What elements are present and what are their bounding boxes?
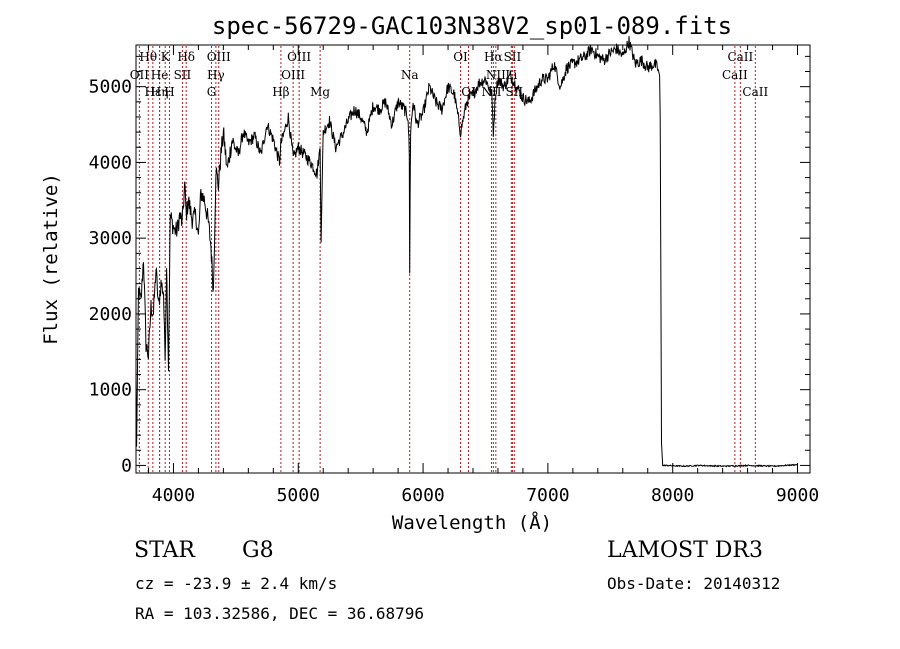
chart-title: spec-56729-GAC103N38V2_sp01-089.fits: [212, 12, 732, 40]
y-tick-label-3000: 3000: [89, 228, 132, 249]
x-tick-label-5000: 5000: [277, 485, 320, 506]
spectral-line-label-2: Hε: [145, 85, 162, 99]
survey-label: LAMOST DR3: [607, 538, 763, 563]
spectral-line-label-4: He: [151, 68, 169, 82]
spectral-line-label-27: CaII: [742, 85, 768, 99]
spectral-line-label-1: OII: [130, 68, 150, 82]
spectral-line-markers: [138, 46, 756, 472]
x-axis-label: Wavelength (Å): [392, 511, 552, 534]
spectral-line-label-20: Hα: [484, 50, 503, 64]
spectral-line-label-15: Mg: [310, 85, 330, 99]
x-tick-label-4000: 4000: [152, 485, 195, 506]
y-axis-label: Flux (relative): [40, 173, 62, 345]
y-tick-label-5000: 5000: [89, 77, 132, 98]
x-axis: 4000 5000 6000 7000 8000 9000: [147, 45, 819, 506]
plot-frame: [135, 44, 811, 474]
y-tick-label-2000: 2000: [89, 304, 132, 325]
y-tick-label-0: 0: [121, 455, 132, 476]
spectral-line-label-6: H: [164, 85, 174, 99]
spectral-line-label-26: CaII: [727, 50, 753, 64]
spectral-line-label-18: OI: [461, 85, 476, 99]
subclass-label: G8: [242, 538, 274, 563]
velocity-text: cz = -23.9 ± 2.4 km/s: [135, 574, 338, 593]
y-tick-label-4000: 4000: [89, 152, 132, 173]
flux-line: [135, 35, 798, 468]
y-tick-label-1000: 1000: [89, 380, 132, 401]
spectral-line-label-12: Hβ: [272, 85, 289, 99]
x-tick-label-8000: 8000: [651, 485, 694, 506]
x-tick-label-9000: 9000: [776, 485, 819, 506]
spectral-line-label-9: G: [207, 85, 217, 99]
coordinates-text: RA = 103.32586, DEC = 36.68796: [135, 604, 424, 623]
x-tick-label-7000: 7000: [526, 485, 569, 506]
spectral-line-label-7: SII: [174, 68, 192, 82]
spectral-line-label-13: OIII: [281, 68, 305, 82]
spectral-line-label-3: Hη: [151, 85, 169, 99]
spectral-line-label-8: Hδ: [177, 50, 195, 64]
spectral-line-label-11: OIII: [207, 50, 231, 64]
spectral-line-label-23: SII: [504, 50, 522, 64]
spectral-line-label-10: Hγ: [207, 68, 225, 82]
flux-series: [135, 35, 798, 468]
spectral-line-label-0: Hθ: [139, 50, 157, 64]
y-axis: 0 1000 2000 3000 4000 5000: [89, 55, 810, 476]
spectral-line-label-17: OI: [453, 50, 468, 64]
spectral-line-label-21: NII: [486, 68, 506, 82]
spectral-line-label-5: K: [161, 50, 171, 64]
class-label: STAR: [134, 538, 195, 563]
obs-date-text: Obs-Date: 20140312: [607, 574, 781, 593]
x-tick-label-6000: 6000: [401, 485, 444, 506]
spectral-line-label-14: OIII: [287, 50, 311, 64]
spectral-line-label-22: Li: [505, 68, 517, 82]
spectral-line-label-16: Na: [401, 68, 419, 82]
spectral-line-label-25: CaII: [722, 68, 748, 82]
